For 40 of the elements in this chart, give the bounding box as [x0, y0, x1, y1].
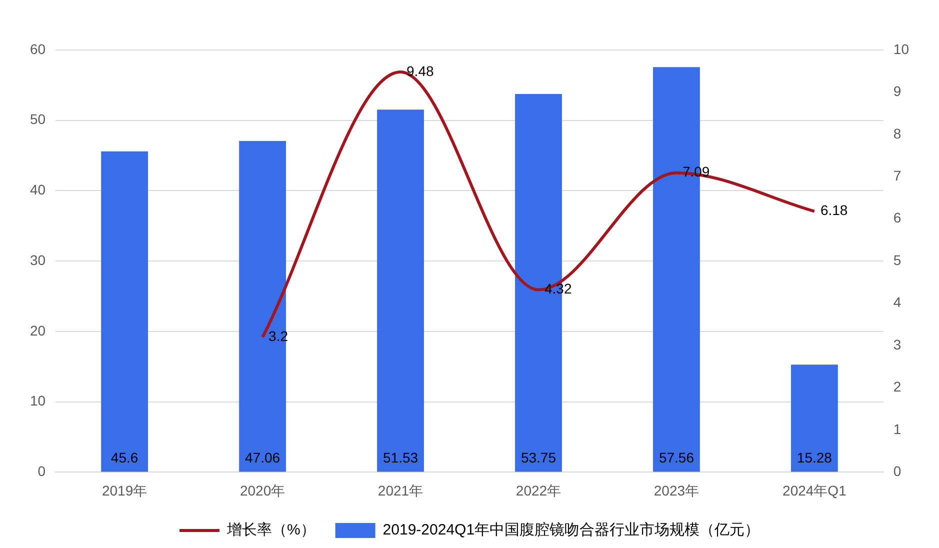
x-tick-label: 2021年 — [378, 482, 424, 498]
y-tick-label: 0 — [38, 463, 46, 480]
data-label: 53.75 — [520, 450, 556, 466]
legend-label: 2019-2024Q1年中国腹腔镜吻合器行业市场规模（亿元） — [382, 522, 760, 539]
y-tick-label: 20 — [30, 322, 46, 338]
y2-tick-label: 9 — [893, 83, 902, 100]
y2-tick-label: 7 — [893, 168, 902, 184]
data-label: 6.18 — [820, 202, 848, 218]
data-label: 47.06 — [245, 450, 280, 466]
y2-tick-label: 10 — [893, 40, 910, 57]
data-label: 7.09 — [682, 164, 710, 180]
data-label: 15.28 — [796, 450, 832, 466]
data-label: 4.32 — [544, 280, 572, 297]
data-label: 45.6 — [110, 450, 138, 466]
legend-label: 增长率（%） — [226, 522, 316, 539]
x-tick-label: 2019年 — [102, 482, 148, 498]
bar — [790, 364, 838, 472]
y2-tick-label: 8 — [893, 125, 902, 142]
y-tick-label: 60 — [30, 40, 46, 57]
data-label: 51.53 — [382, 450, 418, 466]
y-tick-label: 10 — [30, 392, 46, 409]
bar — [101, 151, 148, 472]
y2-tick-label: 5 — [893, 252, 902, 268]
y2-tick-label: 3 — [893, 336, 902, 352]
x-tick-label: 2022年 — [516, 482, 562, 498]
x-tick-label: 2020年 — [240, 482, 286, 498]
y2-tick-label: 4 — [893, 294, 902, 310]
y-tick-label: 30 — [30, 252, 46, 268]
y2-tick-label: 0 — [893, 463, 902, 480]
bar — [239, 141, 286, 472]
data-label: 57.56 — [658, 450, 694, 466]
y2-tick-label: 1 — [893, 420, 902, 437]
data-label: 9.48 — [406, 62, 434, 79]
x-tick-label: 2024年Q1 — [782, 482, 847, 498]
y2-tick-label: 2 — [893, 378, 902, 395]
y2-tick-label: 6 — [893, 210, 902, 226]
bar — [377, 110, 424, 472]
x-tick-label: 2023年 — [654, 482, 700, 498]
y-tick-label: 40 — [30, 182, 46, 198]
y-tick-label: 50 — [30, 111, 46, 128]
